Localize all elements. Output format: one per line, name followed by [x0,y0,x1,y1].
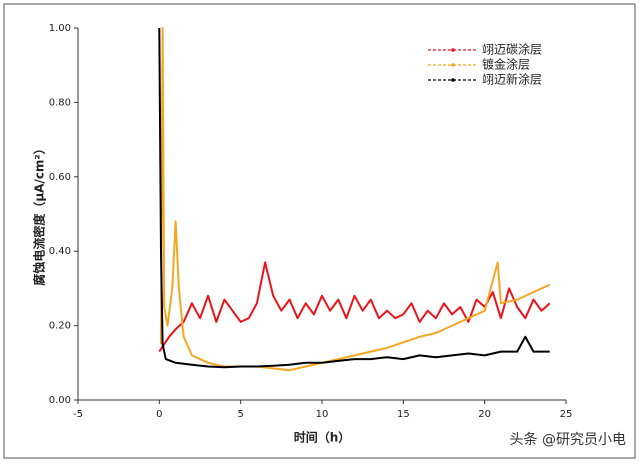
y-tick-label: 0.20 [49,321,71,332]
watermark: 头条 @研究员小电 [510,431,626,448]
x-tick-label: 0 [156,409,162,420]
x-tick-label: -5 [73,409,83,420]
series-line [158,27,550,369]
legend-marker [451,63,455,67]
legend-label: 镀金涂层 [482,57,530,72]
y-tick-label: 0.80 [49,97,71,108]
x-tick-label: 25 [560,409,573,420]
y-tick-label: 0.00 [49,395,71,406]
legend-label: 翊迈新涂层 [482,72,542,87]
y-tick-label: 0.60 [49,172,71,183]
x-tick-label: 15 [397,409,410,420]
y-tick-label: 0.40 [49,246,71,257]
x-tick-label: 5 [237,409,243,420]
frame [3,3,636,459]
x-tick-label: 20 [478,409,491,420]
y-tick-label: 1.00 [49,23,71,34]
y-axis-label: 腐蚀电流密度（μA/cm²） [32,142,47,285]
legend-marker [451,48,455,52]
legend-label: 翊迈碳涂层 [482,42,542,57]
x-axis-label: 时间（h） [294,430,351,445]
series-line [158,261,551,353]
series-line [160,27,551,372]
x-tick-label: 10 [316,409,329,420]
legend-marker [451,78,455,82]
